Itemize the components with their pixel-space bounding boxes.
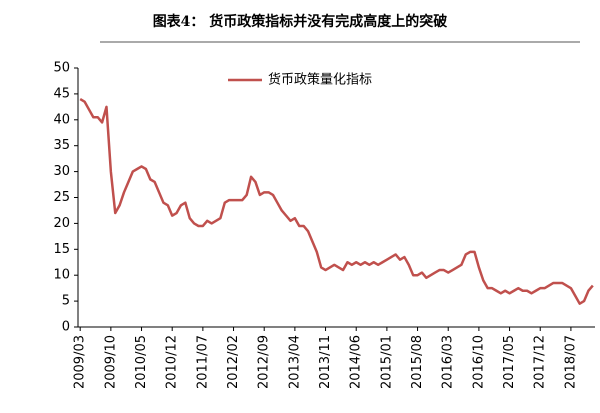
- x-tick-label: 2010/05: [134, 335, 149, 389]
- x-tick-label: 2013/11: [318, 335, 333, 389]
- y-tick-label: 35: [53, 138, 70, 153]
- y-tick-label: 25: [53, 190, 70, 205]
- x-tick-label: 2017/05: [502, 335, 517, 389]
- x-tick-label: 2017/12: [533, 335, 548, 389]
- y-tick-label: 0: [62, 320, 70, 335]
- y-tick-label: 40: [53, 112, 70, 127]
- y-tick-label: 30: [53, 164, 70, 179]
- y-tick-label: 10: [53, 268, 70, 283]
- x-tick-label: 2009/03: [73, 335, 88, 389]
- x-tick-label: 2018/07: [563, 335, 578, 389]
- y-tick-label: 5: [62, 294, 70, 309]
- chart-title: 图表4： 货币政策指标并没有完成高度上的突破: [153, 13, 448, 30]
- x-tick-label: 2012/09: [257, 335, 272, 389]
- x-tick-label: 2011/07: [195, 335, 210, 389]
- y-tick-label: 45: [53, 86, 70, 101]
- y-tick-label: 15: [53, 242, 70, 257]
- x-tick-label: 2014/06: [349, 335, 364, 389]
- x-tick-label: 2009/10: [103, 335, 118, 389]
- legend-label: 货币政策量化指标: [268, 72, 372, 88]
- x-tick-label: 2015/01: [379, 335, 394, 389]
- x-tick-label: 2016/10: [471, 335, 486, 389]
- y-tick-label: 20: [53, 216, 70, 231]
- x-tick-label: 2012/02: [226, 335, 241, 389]
- line-series: [79, 98, 594, 305]
- x-tick-label: 2016/03: [441, 335, 456, 389]
- x-tick-label: 2010/12: [165, 335, 180, 389]
- y-tick-label: 50: [53, 61, 70, 76]
- x-tick-label: 2013/04: [287, 335, 302, 389]
- x-tick-label: 2015/08: [410, 335, 425, 389]
